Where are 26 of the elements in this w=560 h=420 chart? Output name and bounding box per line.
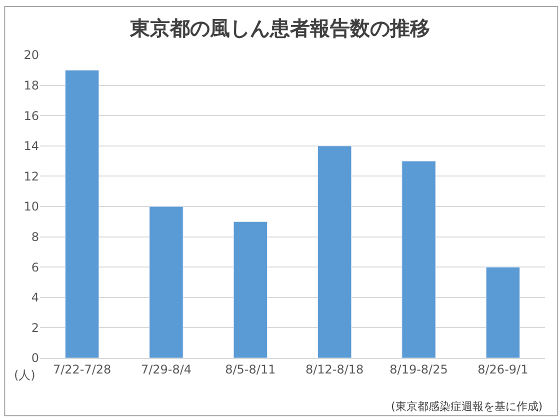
bar (486, 266, 520, 358)
y-tick-label: 16 (24, 108, 39, 123)
bar (65, 70, 100, 358)
x-tick-label: 8/19-8/25 (390, 362, 448, 376)
y-tick-label: 2 (31, 320, 39, 335)
bar (402, 160, 436, 358)
bar (149, 206, 184, 358)
x-tick-label: 7/29-8/4 (140, 362, 192, 376)
y-tick-label: 12 (24, 169, 39, 184)
y-tick-label: 10 (24, 200, 39, 214)
y-tick-label: 4 (31, 290, 39, 305)
y-tick-label: 20 (24, 48, 39, 62)
x-tick-label: 8/5-8/11 (225, 362, 276, 376)
x-tick-label: 7/22-7/28 (52, 362, 112, 376)
y-tick-label: 14 (24, 139, 39, 154)
x-tick-label: 8/26-9/1 (478, 362, 528, 376)
chart-title: 東京都の風しん患者報告数の推移 (129, 16, 430, 40)
y-axis-title: (人) (14, 368, 36, 382)
y-tick-label: 18 (24, 78, 39, 92)
bar (318, 146, 352, 358)
x-tick-label: 8/12-8/18 (305, 362, 364, 376)
y-tick-label: 8 (31, 230, 39, 244)
y-tick-label: 0 (31, 351, 39, 366)
text: (東京都感染症週報を基に作成) (391, 400, 543, 413)
y-tick-label: 6 (31, 260, 39, 274)
bar (233, 221, 268, 358)
